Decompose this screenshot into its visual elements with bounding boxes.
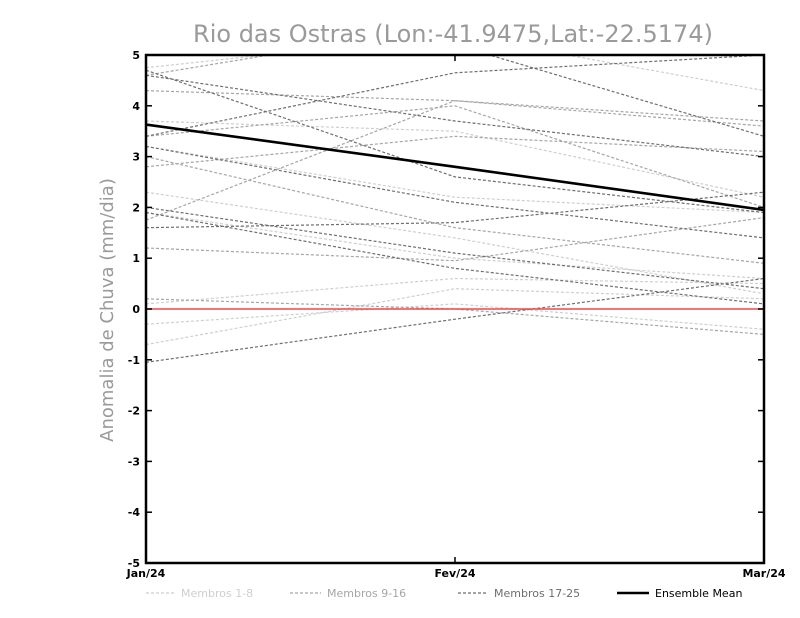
- y-axis-label: Anomalia de Chuva (mm/dia): [97, 178, 118, 442]
- x-tick-label: Mar/24: [742, 567, 785, 580]
- series-line-m19: [146, 191, 764, 229]
- series-line-m4: [146, 277, 764, 305]
- series-line-m17: [146, 69, 764, 214]
- y-tick-label: 4: [132, 100, 140, 113]
- legend-label-1: Membros 1-8: [181, 587, 253, 600]
- axis-ticks: -5 -4 -3 -2 -1 0 1 2 3 4 5 Jan/24 Fev/24 Mar/24: [126, 49, 786, 580]
- series-line-m3: [146, 191, 764, 295]
- y-tick-label: -5: [128, 557, 140, 570]
- series-line-m20: [146, 211, 764, 305]
- series-line-m14: [146, 217, 764, 262]
- series-line-m13: [146, 135, 764, 168]
- y-tick-label: 5: [132, 49, 140, 62]
- y-tick-label: -2: [128, 405, 140, 418]
- y-tick-label: 2: [132, 201, 140, 214]
- y-tick-label: 1: [132, 252, 140, 265]
- series-line-m8: [146, 211, 764, 280]
- series-line-m24: [146, 145, 764, 239]
- ensemble-mean-line: [145, 123, 765, 212]
- series-line-m6: [146, 288, 764, 346]
- series-line-m11: [146, 105, 764, 208]
- series-line-m1: [146, 55, 764, 92]
- ensemble-mean: [145, 123, 765, 212]
- series-line-m18: [146, 55, 764, 137]
- series-line-m12: [146, 100, 764, 221]
- y-tick-label: -3: [128, 455, 140, 468]
- ensemble-members: [146, 55, 764, 363]
- y-tick-label: 0: [132, 303, 140, 316]
- x-tick-label: Fev/24: [434, 567, 475, 580]
- legend: Membros 1-8 Membros 9-16 Membros 17-25 Ense…: [146, 587, 742, 600]
- series-line-m5: [146, 303, 764, 330]
- y-tick-label: -1: [128, 354, 140, 367]
- chart-title: Rio das Ostras (Lon:-41.9475,Lat:-22.517…: [193, 20, 713, 48]
- series-line-m23: [487, 55, 764, 137]
- x-tick-label: Jan/24: [126, 567, 166, 580]
- series-line-m25: [146, 206, 764, 290]
- legend-label-4: Ensemble Mean: [655, 587, 742, 600]
- series-line-m7: [146, 145, 764, 214]
- series-line-m22: [146, 74, 764, 158]
- series-line-m15: [146, 298, 764, 335]
- series-line-m2: [146, 120, 764, 198]
- legend-label-3: Membros 17-25: [494, 587, 580, 600]
- y-tick-label: -4: [128, 506, 141, 519]
- y-tick-label: 3: [132, 151, 140, 164]
- legend-label-2: Membros 9-16: [327, 587, 406, 600]
- series-line-m21: [146, 277, 764, 363]
- series-line-m16: [146, 156, 764, 264]
- series-line-m10: [146, 90, 764, 122]
